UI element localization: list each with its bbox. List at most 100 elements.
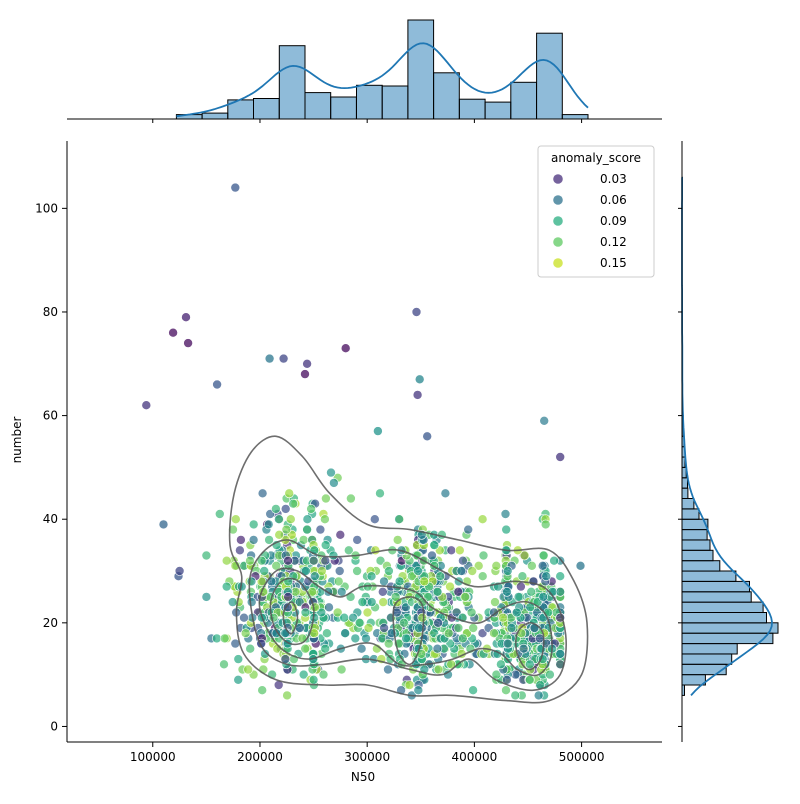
scatter-point — [469, 624, 478, 633]
scatter-point — [335, 567, 344, 576]
scatter-point — [502, 686, 511, 695]
legend-label: 0.09 — [600, 214, 627, 228]
scatter-point — [355, 618, 364, 627]
scatter-point — [329, 551, 338, 560]
scatter-point — [512, 608, 521, 617]
scatter-point — [265, 535, 274, 544]
scatter-point — [329, 478, 338, 487]
scatter-point — [303, 515, 312, 524]
scatter-point — [395, 515, 404, 524]
marginal-y-bar — [682, 540, 710, 550]
scatter-point — [556, 649, 565, 658]
scatter-point — [433, 644, 442, 653]
scatter-point — [538, 561, 547, 570]
scatter-point — [519, 644, 528, 653]
scatter-point — [556, 572, 565, 581]
legend-label: 0.03 — [600, 172, 627, 186]
marginal-y-bar — [682, 509, 699, 519]
scatter-point — [264, 520, 273, 529]
scatter-point-outlier — [576, 561, 585, 570]
scatter-point — [215, 510, 224, 519]
scatter-point — [458, 634, 467, 643]
scatter-point — [241, 629, 250, 638]
marginal-x-bar — [537, 33, 563, 119]
scatter-point — [428, 551, 437, 560]
legend-marker — [553, 195, 563, 205]
scatter-point — [247, 577, 256, 586]
scatter-point — [514, 592, 523, 601]
scatter-point-outlier — [423, 432, 432, 441]
scatter-point — [496, 660, 505, 669]
scatter-point — [367, 598, 376, 607]
scatter-point — [545, 670, 554, 679]
marginal-x-bar — [202, 113, 228, 119]
marginal-y-bar — [682, 530, 707, 540]
marginal-x-histogram — [176, 20, 588, 119]
scatter-point — [309, 556, 318, 565]
scatter-point — [322, 629, 331, 638]
scatter-point — [479, 551, 488, 560]
scatter-point — [386, 655, 395, 664]
legend: anomaly_score 0.030.060.090.120.15 — [538, 146, 654, 277]
scatter-point — [271, 504, 280, 513]
marginal-x-bar — [331, 97, 357, 119]
scatter-points — [142, 183, 585, 700]
scatter-point — [220, 660, 229, 669]
scatter-point — [501, 510, 510, 519]
scatter-point — [534, 691, 543, 700]
marginal-y-histogram — [682, 177, 778, 695]
marginal-y-bar — [682, 499, 694, 509]
y-tick-label: 80 — [43, 305, 58, 319]
marginal-x-bar — [254, 99, 280, 120]
scatter-point — [379, 598, 388, 607]
scatter-point — [414, 567, 423, 576]
scatter-point — [244, 665, 253, 674]
x-tick-label: 100000 — [130, 750, 176, 764]
x-axis-label: N50 — [351, 770, 375, 784]
scatter-point — [321, 644, 330, 653]
scatter-point — [446, 582, 455, 591]
scatter-point — [258, 686, 267, 695]
scatter-point — [234, 655, 243, 664]
marginal-x-bar — [459, 99, 485, 119]
y-tick-label: 20 — [43, 616, 58, 630]
legend-marker — [553, 237, 563, 247]
scatter-point — [468, 567, 477, 576]
scatter-point — [340, 613, 349, 622]
x-tick-label: 200000 — [237, 750, 283, 764]
scatter-point — [503, 587, 512, 596]
x-tick-label: 300000 — [344, 750, 390, 764]
scatter-point — [289, 499, 298, 508]
marginal-y-bar — [682, 644, 737, 654]
scatter-point — [467, 608, 476, 617]
scatter-point — [499, 613, 508, 622]
scatter-point — [464, 525, 473, 534]
x-tick-label: 500000 — [559, 750, 605, 764]
marginal-y-bar — [682, 664, 726, 674]
scatter-point — [222, 582, 231, 591]
scatter-point — [236, 535, 245, 544]
marginal-y-bar — [682, 467, 686, 477]
scatter-point — [492, 561, 501, 570]
scatter-point — [234, 675, 243, 684]
scatter-point — [316, 525, 325, 534]
scatter-point — [469, 686, 478, 695]
scatter-point — [310, 572, 319, 581]
y-tick-label: 60 — [43, 409, 58, 423]
scatter-point — [367, 572, 376, 581]
scatter-point — [321, 556, 330, 565]
marginal-x-bar — [562, 115, 588, 119]
scatter-point — [222, 556, 231, 565]
x-tick-label: 400000 — [451, 750, 497, 764]
scatter-point-outlier — [184, 339, 193, 348]
main-scatter-plot — [142, 183, 588, 703]
marginal-y-bar — [682, 571, 736, 581]
scatter-point — [311, 603, 320, 612]
scatter-point — [527, 561, 536, 570]
scatter-point — [399, 618, 408, 627]
y-tick-label: 100 — [35, 201, 58, 215]
scatter-point-outlier — [175, 567, 184, 576]
scatter-point — [327, 468, 336, 477]
scatter-point — [258, 489, 267, 498]
scatter-point — [341, 629, 350, 638]
